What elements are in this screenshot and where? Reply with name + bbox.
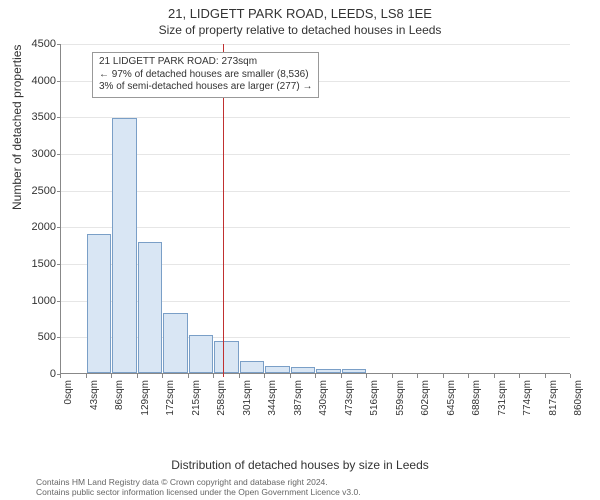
x-tick-label: 817sqm: [548, 380, 559, 416]
x-tick-label: 172sqm: [165, 380, 176, 416]
histogram-bar: [342, 369, 367, 373]
x-tick-mark: [494, 374, 495, 378]
x-tick-label: 387sqm: [293, 380, 304, 416]
page-subtitle: Size of property relative to detached ho…: [0, 21, 600, 37]
y-tick-mark: [57, 191, 61, 192]
x-tick-mark: [162, 374, 163, 378]
x-tick-label: 430sqm: [318, 380, 329, 416]
y-tick-mark: [57, 301, 61, 302]
x-tick-mark: [417, 374, 418, 378]
y-tick-label: 500: [21, 331, 56, 343]
histogram-bar: [265, 366, 290, 373]
x-tick-mark: [366, 374, 367, 378]
y-tick-label: 4000: [21, 75, 56, 87]
histogram-bar: [138, 242, 163, 373]
x-tick-mark: [315, 374, 316, 378]
y-tick-mark: [57, 154, 61, 155]
x-tick-label: 0sqm: [63, 380, 74, 404]
gridline: [61, 154, 570, 155]
page-title: 21, LIDGETT PARK ROAD, LEEDS, LS8 1EE: [0, 0, 600, 21]
x-tick-label: 516sqm: [369, 380, 380, 416]
x-tick-mark: [264, 374, 265, 378]
x-tick-label: 344sqm: [267, 380, 278, 416]
gridline: [61, 117, 570, 118]
footer-attribution: Contains HM Land Registry data © Crown c…: [36, 478, 361, 498]
x-tick-label: 602sqm: [420, 380, 431, 416]
footer-line2: Contains public sector information licen…: [36, 488, 361, 498]
x-tick-mark: [443, 374, 444, 378]
histogram-bar: [87, 234, 112, 373]
x-tick-mark: [392, 374, 393, 378]
x-tick-mark: [468, 374, 469, 378]
annotation-line: ← 97% of detached houses are smaller (8,…: [99, 69, 312, 82]
y-tick-mark: [57, 81, 61, 82]
y-tick-label: 2000: [21, 221, 56, 233]
x-tick-label: 559sqm: [395, 380, 406, 416]
x-tick-mark: [570, 374, 571, 378]
y-tick-label: 1500: [21, 258, 56, 270]
x-tick-mark: [137, 374, 138, 378]
annotation-line: 21 LIDGETT PARK ROAD: 273sqm: [99, 56, 312, 69]
x-axis-label: Distribution of detached houses by size …: [0, 458, 600, 472]
x-tick-mark: [188, 374, 189, 378]
gridline: [61, 227, 570, 228]
x-tick-label: 645sqm: [446, 380, 457, 416]
gridline: [61, 191, 570, 192]
histogram-bar: [189, 335, 214, 373]
annotation-line: 3% of semi-detached houses are larger (2…: [99, 81, 312, 94]
x-tick-mark: [341, 374, 342, 378]
y-tick-label: 1000: [21, 295, 56, 307]
y-tick-label: 4500: [21, 38, 56, 50]
x-tick-mark: [545, 374, 546, 378]
x-tick-label: 688sqm: [471, 380, 482, 416]
y-tick-mark: [57, 264, 61, 265]
x-tick-mark: [290, 374, 291, 378]
x-tick-label: 129sqm: [140, 380, 151, 416]
x-tick-mark: [239, 374, 240, 378]
y-tick-label: 3500: [21, 111, 56, 123]
histogram-bar: [214, 341, 239, 373]
x-tick-label: 215sqm: [191, 380, 202, 416]
x-tick-mark: [111, 374, 112, 378]
x-tick-label: 860sqm: [573, 380, 584, 416]
x-tick-label: 774sqm: [522, 380, 533, 416]
x-tick-label: 86sqm: [114, 380, 125, 410]
plot-area: 05001000150020002500300035004000450021 L…: [60, 44, 570, 374]
x-tick-label: 43sqm: [89, 380, 100, 410]
y-tick-label: 3000: [21, 148, 56, 160]
histogram-bar: [112, 118, 137, 373]
y-tick-mark: [57, 44, 61, 45]
histogram-bar: [291, 367, 316, 373]
x-tick-mark: [86, 374, 87, 378]
y-tick-label: 0: [21, 368, 56, 380]
x-tick-label: 731sqm: [497, 380, 508, 416]
y-tick-mark: [57, 227, 61, 228]
histogram-bar: [316, 369, 341, 373]
histogram-bar: [163, 313, 188, 373]
histogram-bar: [240, 361, 265, 373]
x-tick-mark: [60, 374, 61, 378]
x-tick-label: 473sqm: [344, 380, 355, 416]
x-tick-mark: [519, 374, 520, 378]
x-tick-label: 301sqm: [242, 380, 253, 416]
y-tick-mark: [57, 337, 61, 338]
x-tick-label: 258sqm: [216, 380, 227, 416]
gridline: [61, 44, 570, 45]
y-tick-mark: [57, 117, 61, 118]
y-tick-label: 2500: [21, 185, 56, 197]
x-tick-mark: [213, 374, 214, 378]
annotation-box: 21 LIDGETT PARK ROAD: 273sqm← 97% of det…: [92, 52, 319, 98]
chart-container: 05001000150020002500300035004000450021 L…: [60, 44, 570, 414]
